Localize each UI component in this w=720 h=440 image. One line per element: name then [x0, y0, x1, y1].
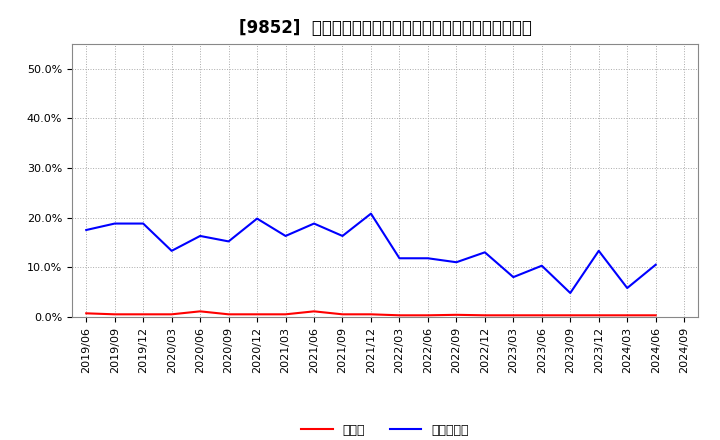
- 現預金: [537, 313, 546, 318]
- 有利子負債: [566, 290, 575, 296]
- 現預金: [110, 312, 119, 317]
- 現預金: [652, 313, 660, 318]
- 現預金: [310, 309, 318, 314]
- 有利子負債: [225, 239, 233, 244]
- 現預金: [623, 313, 631, 318]
- 有利子負債: [139, 221, 148, 226]
- 現預金: [509, 313, 518, 318]
- 現預金: [452, 312, 461, 317]
- 現預金: [167, 312, 176, 317]
- 有利子負債: [338, 233, 347, 238]
- 有利子負債: [82, 227, 91, 233]
- 有利子負債: [537, 263, 546, 268]
- 現預金: [366, 312, 375, 317]
- 有利子負債: [395, 256, 404, 261]
- 有利子負債: [196, 233, 204, 238]
- Line: 有利子負債: 有利子負債: [86, 214, 656, 293]
- 有利子負債: [595, 248, 603, 253]
- 現預金: [225, 312, 233, 317]
- 現預金: [480, 313, 489, 318]
- 現預金: [253, 312, 261, 317]
- 有利子負債: [452, 260, 461, 265]
- 現預金: [395, 313, 404, 318]
- 有利子負債: [480, 249, 489, 255]
- 有利子負債: [282, 233, 290, 238]
- 現預金: [595, 313, 603, 318]
- 有利子負債: [110, 221, 119, 226]
- 有利子負債: [652, 262, 660, 268]
- Line: 現預金: 現預金: [86, 312, 656, 315]
- Legend: 現預金, 有利子負債: 現預金, 有利子負債: [297, 418, 474, 440]
- 有利子負債: [253, 216, 261, 221]
- 有利子負債: [509, 275, 518, 280]
- 現預金: [338, 312, 347, 317]
- 現預金: [196, 309, 204, 314]
- 有利子負債: [366, 211, 375, 216]
- 有利子負債: [423, 256, 432, 261]
- 現預金: [82, 311, 91, 316]
- 有利子負債: [623, 286, 631, 291]
- 現預金: [423, 313, 432, 318]
- 有利子負債: [310, 221, 318, 226]
- 現預金: [282, 312, 290, 317]
- 現預金: [566, 313, 575, 318]
- 現預金: [139, 312, 148, 317]
- Title: [9852]  現預金、有利子負債の総資産に対する比率の推移: [9852] 現預金、有利子負債の総資産に対する比率の推移: [239, 19, 531, 37]
- 有利子負債: [167, 248, 176, 253]
